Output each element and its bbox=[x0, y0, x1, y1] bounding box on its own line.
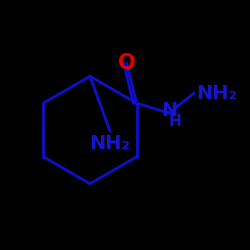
Text: NH₂: NH₂ bbox=[90, 134, 130, 153]
Text: NH₂: NH₂ bbox=[196, 84, 237, 103]
Text: H: H bbox=[169, 114, 182, 130]
Text: O: O bbox=[118, 53, 135, 73]
Text: N: N bbox=[161, 101, 177, 120]
